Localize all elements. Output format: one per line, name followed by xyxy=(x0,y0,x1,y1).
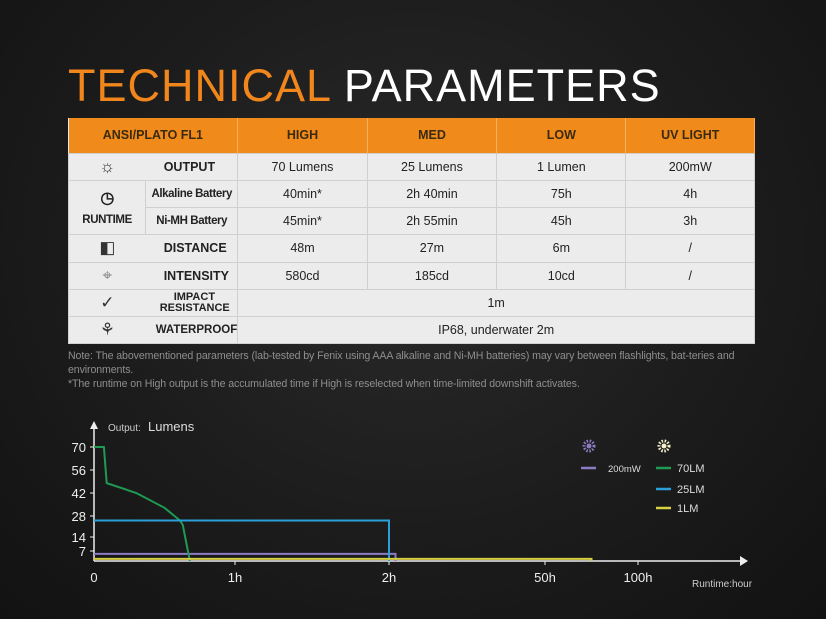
table-row: ◧ DISTANCE 48m 27m 6m / xyxy=(67,233,755,263)
row-label: WATERPROOF xyxy=(145,315,239,344)
row-label: OUTPUT xyxy=(145,152,239,181)
x-tick-label: 1h xyxy=(228,570,242,585)
x-tick-label: 2h xyxy=(382,570,396,585)
cell: 1 Lumen xyxy=(496,152,627,181)
cell: 40min* xyxy=(237,179,368,208)
cell: 200mW xyxy=(625,152,755,181)
series-line-200mW xyxy=(94,552,397,561)
notes: Note: The abovementioned parameters (lab… xyxy=(68,349,758,391)
y-axis-arrow xyxy=(90,421,98,429)
y-tick-label: 14 xyxy=(72,530,86,545)
legend-label: 1LM xyxy=(677,503,698,515)
clock-icon: ◷ xyxy=(100,190,114,207)
y-tick-label: 56 xyxy=(72,463,86,478)
series-line-25LM xyxy=(94,519,390,561)
table-header: ANSI/PLATO FL1 HIGH MED LOW UV LIGHT xyxy=(68,118,755,153)
cell: 25 Lumens xyxy=(366,152,498,181)
y-tick-label: 70 xyxy=(72,440,86,455)
cell: 48m xyxy=(237,233,368,263)
note-line: *The runtime on High output is the accum… xyxy=(68,378,580,390)
header-cell: ANSI/PLATO FL1 xyxy=(68,118,239,153)
runtime-label-cell: ◷ RUNTIME xyxy=(67,179,147,235)
legend-label: 200mW xyxy=(608,464,641,475)
title-part2: PARAMETERS xyxy=(343,60,661,111)
cell: 4h xyxy=(625,179,755,208)
cell: 10cd xyxy=(496,261,627,290)
x-axis-label: Runtime:hour xyxy=(692,579,753,590)
y-axis-label: Lumens xyxy=(148,419,195,434)
table-row: ☼ OUTPUT 70 Lumens 25 Lumens 1 Lumen 200… xyxy=(67,152,755,181)
title-part1: TECHNICAL xyxy=(68,60,331,111)
header-cell: MED xyxy=(367,118,498,153)
row-label-line: IMPACT xyxy=(173,290,216,303)
uv-light-icon-core xyxy=(586,443,592,449)
y-tick-label: 28 xyxy=(72,509,86,524)
row-sublabel: Alkaline Battery xyxy=(145,179,239,208)
y-axis-prefix: Output: xyxy=(108,423,141,434)
y-tick-label: 42 xyxy=(72,486,86,501)
white-light-icon-core xyxy=(661,443,667,449)
x-tick-label: 100h xyxy=(624,570,653,585)
cell: 2h 40min xyxy=(366,179,498,208)
y-tick-label: 7 xyxy=(79,544,86,559)
x-tick-label: 50h xyxy=(534,570,556,585)
spec-table: ANSI/PLATO FL1 HIGH MED LOW UV LIGHT ☼ O… xyxy=(67,118,755,344)
header-cell: HIGH xyxy=(237,118,368,153)
table-row: ◷ RUNTIME Alkaline Battery 40min* 2h 40mi… xyxy=(67,179,755,235)
series-line-70LM xyxy=(94,446,191,562)
x-tick-label: 0 xyxy=(90,570,97,585)
white-light-icon xyxy=(657,439,671,453)
legend-label: 25LM xyxy=(677,484,705,496)
header-cell: LOW xyxy=(496,118,627,153)
cell: IP68, underwater 2m xyxy=(237,315,755,344)
water-drop-icon: ⚘ xyxy=(67,315,146,344)
series-line-1LM xyxy=(94,557,593,561)
row-label: IMPACT RESISTANCE xyxy=(145,288,239,317)
cell: 3h xyxy=(625,206,755,235)
table-row: ✓ IMPACT RESISTANCE 1m xyxy=(67,288,755,317)
header-cell: UV LIGHT xyxy=(625,118,755,153)
cell: 45min* xyxy=(237,206,368,235)
legend-label: 70LM xyxy=(677,463,705,475)
page-title: TECHNICAL PARAMETERS xyxy=(68,60,661,112)
note-line: Note: The abovementioned parameters (lab… xyxy=(68,350,735,376)
cell: 185cd xyxy=(366,261,498,290)
impact-check-icon: ✓ xyxy=(67,288,146,317)
row-label: RUNTIME xyxy=(82,214,132,226)
row-label-line: RESISTANCE xyxy=(159,301,230,314)
cell: 1m xyxy=(237,288,755,317)
x-axis-arrow xyxy=(740,556,748,566)
table-row: ⚘ WATERPROOF IP68, underwater 2m xyxy=(67,315,755,344)
uv-light-icon xyxy=(582,439,596,453)
